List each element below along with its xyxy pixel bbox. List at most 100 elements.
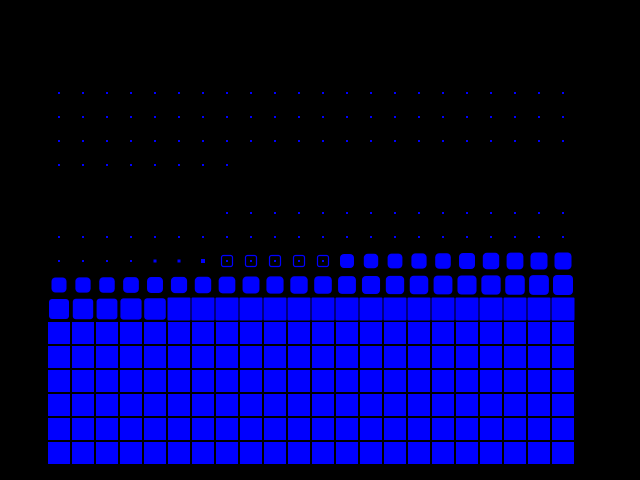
grid-dot bbox=[538, 236, 540, 238]
grid-dot bbox=[58, 116, 60, 118]
grid-dot bbox=[178, 116, 180, 118]
grid-cell bbox=[456, 346, 478, 368]
grid-cell bbox=[288, 370, 310, 392]
grid-cell bbox=[408, 394, 430, 416]
grid-dot bbox=[346, 116, 348, 118]
grid-dot bbox=[106, 164, 108, 166]
grid-cell bbox=[312, 442, 334, 464]
grid-cell bbox=[123, 277, 139, 293]
grid-cell bbox=[216, 346, 238, 368]
grid-dot bbox=[250, 92, 252, 94]
grid-cell bbox=[72, 298, 94, 320]
grid-cell bbox=[48, 394, 70, 416]
grid-cell bbox=[120, 418, 142, 440]
grid-cell bbox=[360, 394, 382, 416]
grid-cell bbox=[336, 346, 358, 368]
grid-cell bbox=[72, 346, 94, 368]
grid-dot bbox=[226, 140, 228, 142]
grid-cell bbox=[384, 346, 406, 368]
grid-dot bbox=[346, 92, 348, 94]
grid-cell bbox=[384, 442, 406, 464]
grid-cell bbox=[168, 394, 190, 416]
grid-cell bbox=[216, 394, 238, 416]
grid-cell bbox=[75, 277, 91, 293]
grid-outline-cell bbox=[316, 254, 330, 268]
grid-cell bbox=[530, 252, 548, 270]
grid-cell bbox=[435, 253, 451, 269]
grid-cell bbox=[407, 297, 431, 321]
grid-cell bbox=[288, 394, 310, 416]
grid-cell bbox=[408, 322, 430, 344]
grid-cell bbox=[432, 370, 454, 392]
grid-dot bbox=[442, 236, 444, 238]
grid-cell bbox=[503, 297, 527, 321]
grid-dot bbox=[82, 260, 84, 262]
grid-dot bbox=[178, 140, 180, 142]
grid-dot bbox=[370, 212, 372, 214]
grid-dot bbox=[153, 259, 157, 263]
grid-cell bbox=[504, 442, 526, 464]
grid-dot bbox=[514, 212, 516, 214]
grid-dot bbox=[562, 92, 564, 94]
grid-cell bbox=[120, 370, 142, 392]
grid-cell bbox=[480, 346, 502, 368]
grid-cell bbox=[552, 418, 574, 440]
grid-cell bbox=[482, 252, 500, 270]
grid-cell bbox=[96, 370, 118, 392]
grid-cell bbox=[48, 442, 70, 464]
grid-dot bbox=[490, 116, 492, 118]
grid-dot bbox=[538, 212, 540, 214]
grid-cell bbox=[360, 370, 382, 392]
grid-cell bbox=[168, 442, 190, 464]
grid-cell bbox=[288, 346, 310, 368]
grid-cell bbox=[72, 442, 94, 464]
grid-dot bbox=[346, 140, 348, 142]
grid-cell bbox=[554, 252, 572, 270]
grid-dot bbox=[538, 92, 540, 94]
grid-cell bbox=[360, 418, 382, 440]
grid-dot bbox=[130, 236, 132, 238]
grid-cell bbox=[99, 277, 115, 293]
grid-cell bbox=[408, 418, 430, 440]
grid-cell bbox=[264, 370, 286, 392]
grid-cell bbox=[504, 346, 526, 368]
grid-cell bbox=[456, 418, 478, 440]
grid-cell bbox=[481, 275, 501, 295]
grid-cell bbox=[312, 322, 334, 344]
grid-cell bbox=[192, 322, 214, 344]
grid-cell bbox=[552, 442, 574, 464]
grid-dot bbox=[274, 236, 276, 238]
grid-dot bbox=[58, 236, 60, 238]
grid-cell bbox=[266, 276, 284, 294]
grid-dot bbox=[298, 92, 300, 94]
grid-dot bbox=[562, 212, 564, 214]
grid-dot bbox=[154, 92, 156, 94]
grid-cell bbox=[192, 418, 214, 440]
grid-cell bbox=[408, 370, 430, 392]
grid-cell bbox=[170, 276, 188, 294]
grid-cell bbox=[240, 370, 262, 392]
grid-cell bbox=[528, 418, 550, 440]
grid-cell bbox=[529, 275, 549, 295]
grid-cell bbox=[72, 418, 94, 440]
grid-cell bbox=[96, 298, 118, 320]
grid-cell bbox=[456, 394, 478, 416]
grid-cell bbox=[432, 322, 454, 344]
grid-dot bbox=[418, 212, 420, 214]
grid-dot bbox=[130, 116, 132, 118]
grid-dot bbox=[418, 92, 420, 94]
grid-cell bbox=[144, 370, 166, 392]
grid-dot bbox=[58, 260, 60, 262]
grid-cell bbox=[411, 253, 427, 269]
grid-cell bbox=[384, 394, 406, 416]
grid-cell bbox=[527, 297, 551, 321]
grid-dot bbox=[177, 259, 181, 263]
grid-dot bbox=[490, 92, 492, 94]
grid-dot bbox=[106, 236, 108, 238]
grid-cell bbox=[335, 297, 359, 321]
grid-dot bbox=[274, 212, 276, 214]
grid-dot bbox=[466, 116, 468, 118]
grid-dot bbox=[490, 212, 492, 214]
grid-dot bbox=[394, 236, 396, 238]
